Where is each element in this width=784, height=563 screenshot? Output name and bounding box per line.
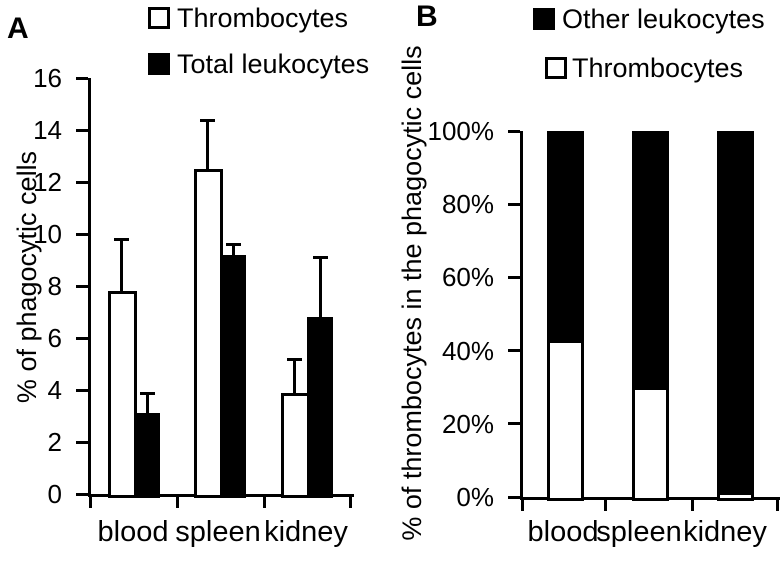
panel-a-label: A bbox=[7, 12, 29, 45]
y-tick bbox=[76, 76, 88, 80]
error-bar-cap bbox=[225, 243, 241, 247]
y-tick-label: 16 bbox=[33, 63, 62, 93]
error-bar-stem bbox=[318, 257, 322, 318]
y-tick bbox=[76, 492, 88, 496]
legend-swatch-thrombocytes-b-icon bbox=[545, 57, 567, 79]
y-tick bbox=[76, 180, 88, 184]
y-tick bbox=[76, 232, 88, 236]
y-tick bbox=[508, 349, 520, 353]
legend-label-total-leukocytes: Total leukocytes bbox=[177, 49, 370, 79]
legend-swatch-thrombocytes-a-icon bbox=[148, 7, 170, 29]
legend-swatch-total-leukocytes-icon bbox=[148, 53, 170, 75]
bar-total-leukocytes-spleen bbox=[220, 254, 246, 498]
bar-total-leukocytes-kidney bbox=[307, 317, 333, 498]
legend-label-thrombocytes-a: Thrombocytes bbox=[177, 3, 349, 33]
x-tick bbox=[775, 497, 779, 511]
bar-thrombocytes-blood bbox=[108, 291, 137, 498]
x-tick bbox=[603, 497, 607, 511]
legend-swatch-other-leukocytes-icon bbox=[533, 8, 555, 30]
x-category-label-kidney: kidney bbox=[264, 516, 348, 548]
bar-other-leukocytes-blood bbox=[547, 131, 584, 343]
y-tick bbox=[508, 129, 520, 133]
bar-thrombocytes-kidney bbox=[717, 491, 754, 501]
y-tick-label: 40% bbox=[441, 335, 494, 366]
y-tick bbox=[76, 440, 88, 444]
error-bar-stem bbox=[145, 392, 149, 414]
y-axis-line bbox=[520, 131, 523, 500]
y-tick-label: 10 bbox=[33, 219, 62, 249]
y-tick bbox=[508, 275, 520, 279]
panel-b-label: B bbox=[416, 0, 438, 33]
legend-label-thrombocytes-b: Thrombocytes bbox=[572, 53, 744, 83]
y-tick-label: 14 bbox=[33, 115, 62, 145]
bar-total-leukocytes-blood bbox=[134, 413, 160, 498]
y-tick-label: 4 bbox=[47, 375, 62, 405]
error-bar-stem bbox=[292, 358, 296, 393]
x-tick bbox=[88, 494, 92, 508]
x-tick bbox=[262, 494, 266, 508]
x-tick bbox=[348, 494, 352, 508]
error-bar-cap bbox=[139, 391, 155, 395]
error-bar-stem bbox=[231, 244, 235, 255]
y-tick-label: 60% bbox=[441, 262, 494, 293]
y-tick bbox=[76, 336, 88, 340]
y-tick bbox=[76, 128, 88, 132]
error-bar-cap bbox=[113, 238, 129, 242]
bar-other-leukocytes-kidney bbox=[717, 131, 754, 495]
x-category-label-blood: blood bbox=[527, 516, 599, 548]
x-tick bbox=[690, 497, 694, 511]
bar-thrombocytes-spleen bbox=[632, 387, 669, 501]
y-tick bbox=[508, 495, 520, 499]
x-tick bbox=[175, 494, 179, 508]
x-category-label-kidney: kidney bbox=[683, 516, 767, 548]
bar-thrombocytes-blood bbox=[547, 339, 584, 501]
y-tick-label: 12 bbox=[33, 167, 62, 197]
x-category-label-spleen: spleen bbox=[596, 516, 682, 548]
y-tick-label: 20% bbox=[441, 408, 494, 439]
y-tick bbox=[508, 422, 520, 426]
error-bar-cap bbox=[286, 357, 302, 361]
error-bar-stem bbox=[205, 119, 209, 169]
legend-label-other-leukocytes: Other leukocytes bbox=[562, 4, 765, 34]
y-tick-label: 2 bbox=[47, 427, 62, 457]
x-tick bbox=[520, 497, 524, 511]
y-tick-label: 0% bbox=[456, 482, 494, 512]
y-tick-label: 0 bbox=[47, 479, 62, 509]
y-axis-line bbox=[88, 78, 91, 497]
error-bar-cap bbox=[199, 118, 215, 122]
bar-other-leukocytes-spleen bbox=[632, 131, 669, 391]
y-tick bbox=[76, 284, 88, 288]
error-bar-cap bbox=[312, 256, 328, 260]
y-tick-label: 6 bbox=[47, 323, 62, 353]
y-tick bbox=[508, 202, 520, 206]
y-tick bbox=[76, 388, 88, 392]
x-category-label-blood: blood bbox=[97, 516, 169, 548]
error-bar-stem bbox=[119, 239, 123, 292]
y-tick-label: 100% bbox=[427, 116, 495, 146]
y-tick-label: 8 bbox=[47, 271, 62, 301]
x-category-label-spleen: spleen bbox=[175, 516, 261, 548]
y-tick-label: 80% bbox=[441, 189, 494, 220]
